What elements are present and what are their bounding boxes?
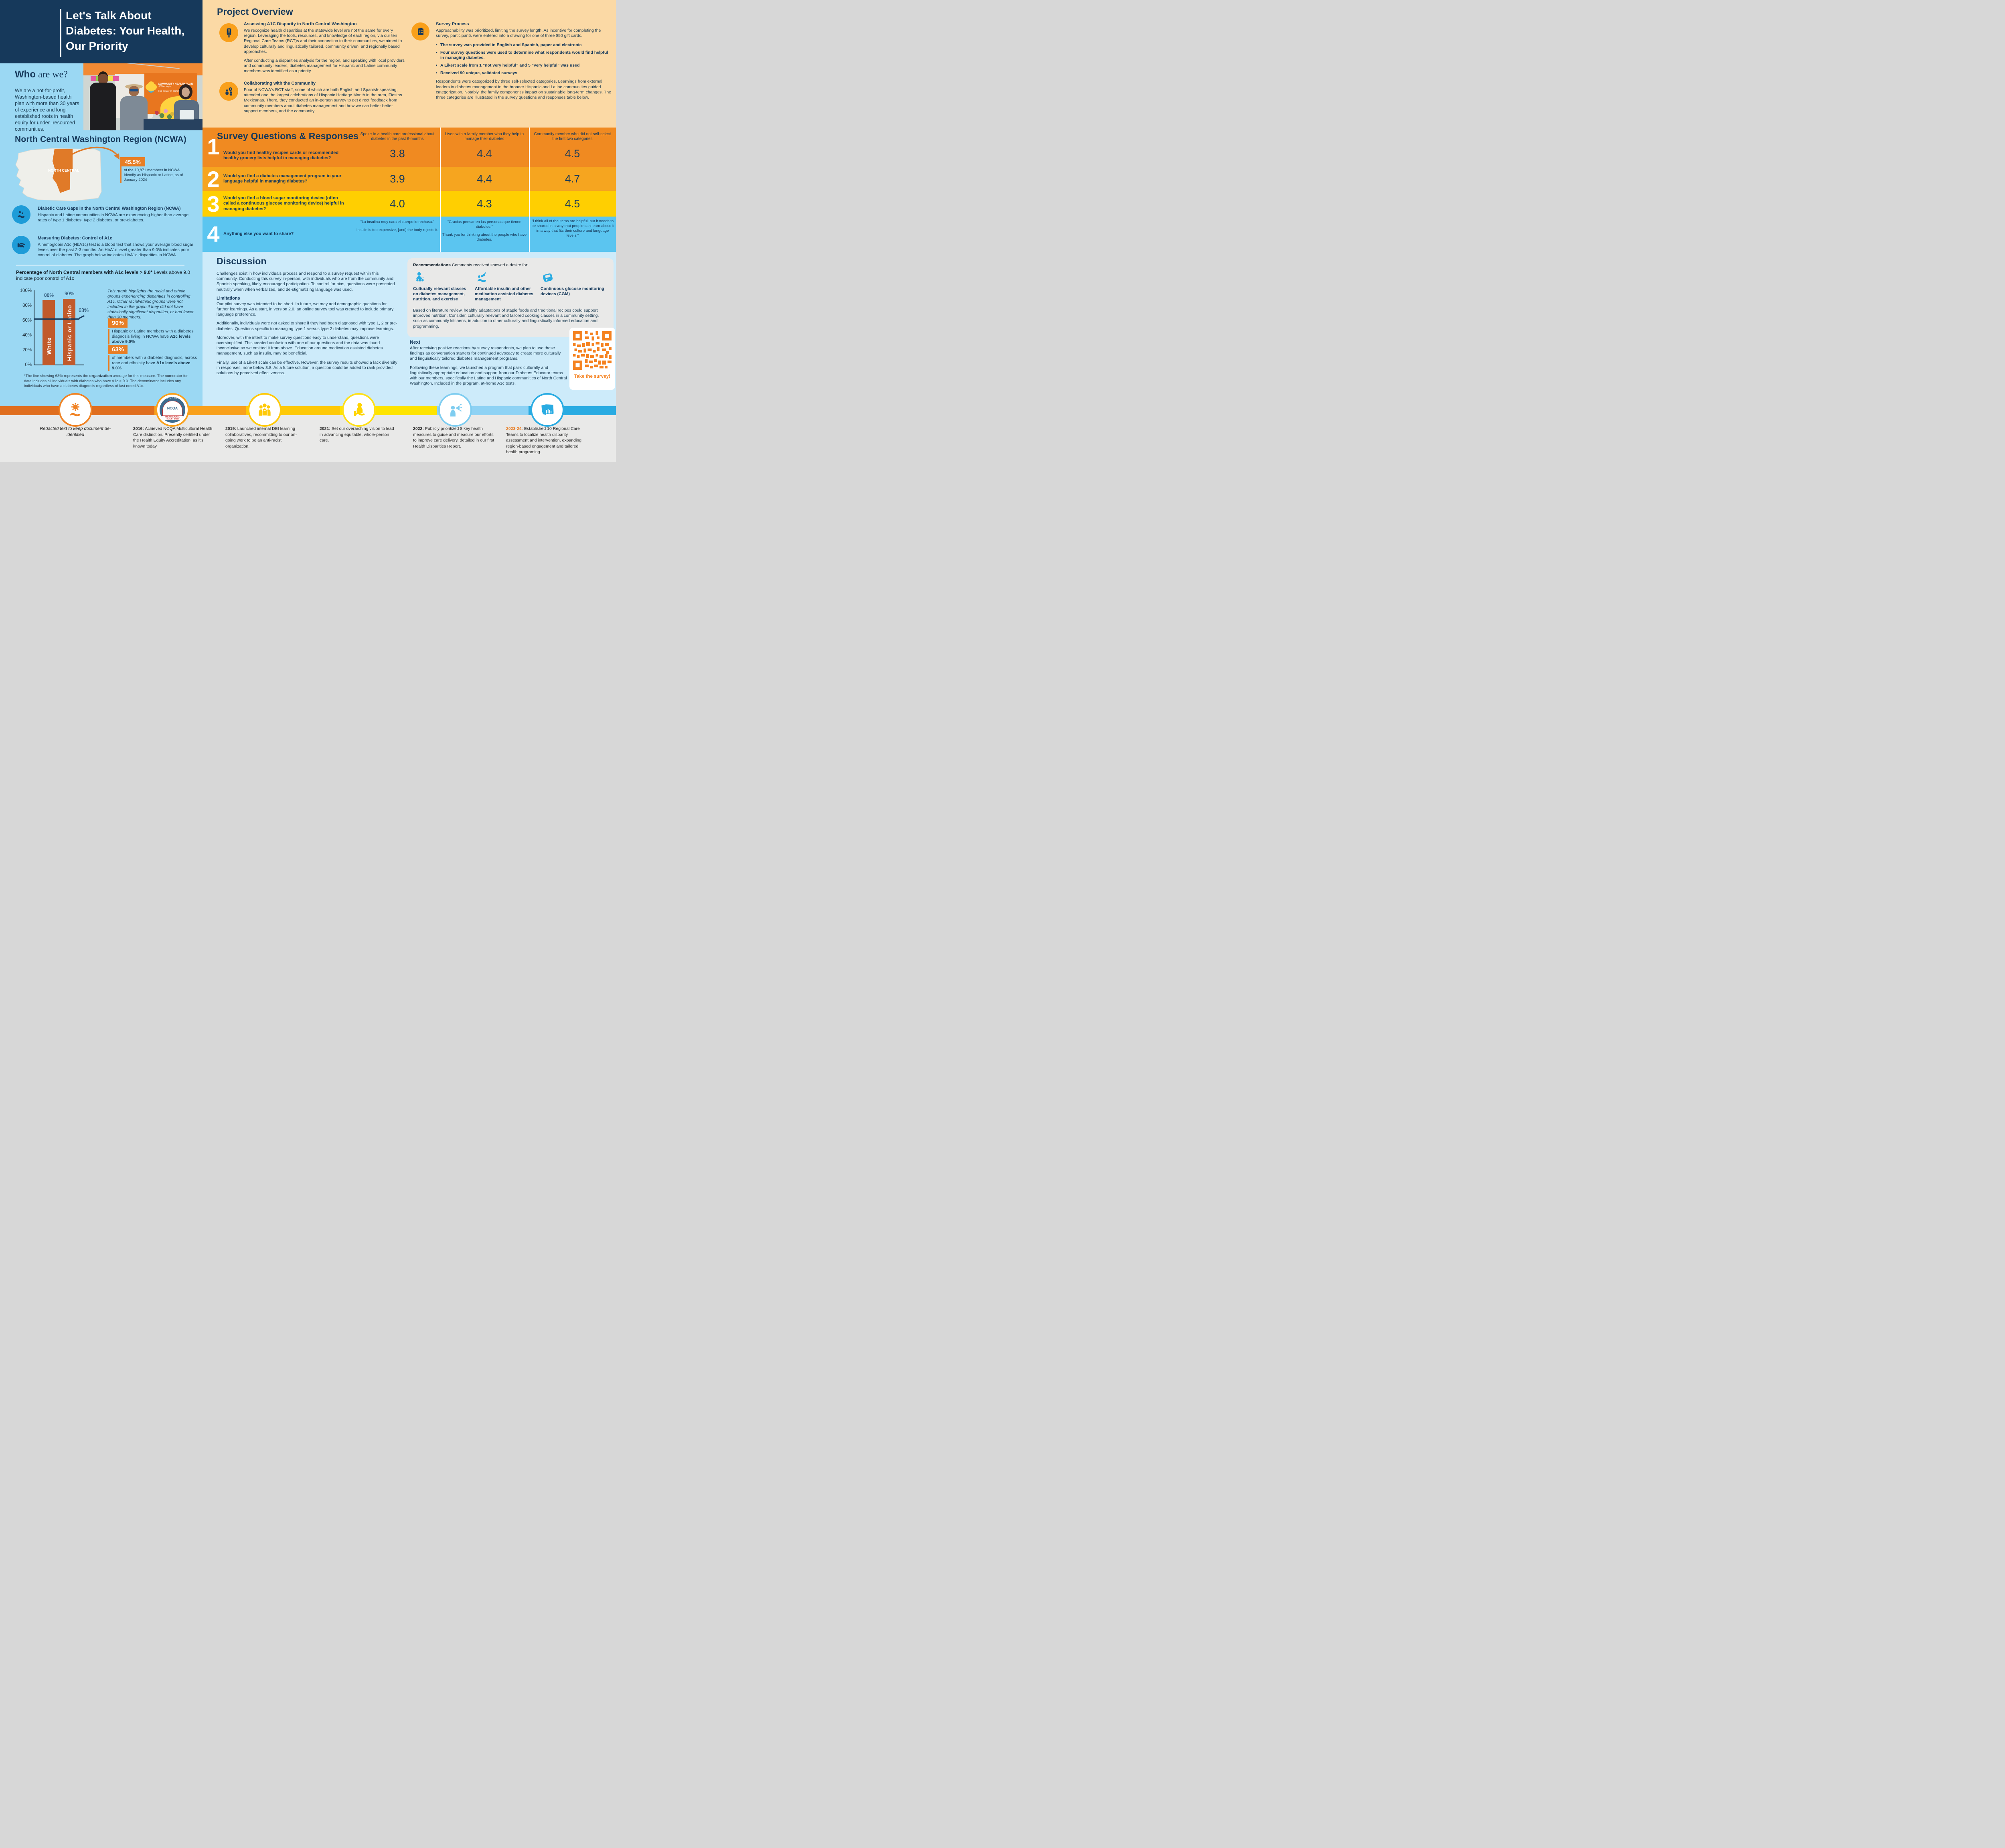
classes-icon <box>413 271 427 287</box>
milestone-circle-2019 <box>248 393 282 427</box>
banner-text: COMMUNITY HEALTH PLAN of Washington The … <box>158 83 193 93</box>
map-arrow <box>67 146 119 160</box>
milestone-circle-2023 <box>531 393 564 427</box>
wa-hand-icon <box>541 404 554 415</box>
photo-bin <box>180 110 194 120</box>
bar-label-white: 88% <box>44 292 54 298</box>
reference-line <box>34 318 79 320</box>
person-2-sunglasses <box>130 89 138 91</box>
overview-collaborating: Collaborating with the Community Four of… <box>244 81 402 113</box>
callout-63-text: of members with a diabetes diagnosis, ac… <box>108 355 201 371</box>
table-row: 1 Would you find healthy recipes cards o… <box>203 128 616 167</box>
table-row: 4 Anything else you want to share? “La i… <box>203 217 616 252</box>
milestone-text: 2022: Publicly prioritized 8 key health … <box>413 426 494 449</box>
hand-sun-icon <box>70 403 81 417</box>
glucose-meter-icon <box>219 23 238 42</box>
next-section: Next After receiving positive reactions … <box>410 339 567 386</box>
table-row: 2 Would you find a diabetes management p… <box>203 167 616 191</box>
discussion-heading: Discussion <box>217 256 267 266</box>
person-1-body <box>90 83 116 130</box>
table-row: 3 Would you find a blood sugar monitorin… <box>203 191 616 217</box>
quote-cell: “I think all of the items are helpful, b… <box>531 219 614 238</box>
qr-card: Take the survey! <box>569 328 615 390</box>
care-gaps-block: Diabetic Care Gaps in the North Central … <box>38 206 189 223</box>
reference-line-kink <box>79 315 85 319</box>
bar-label-hispanic: 90% <box>64 291 75 296</box>
hand-drops-icon <box>12 205 30 224</box>
chart-footnote: *The line showing 63% represents the org… <box>24 374 188 388</box>
bar-hispanic <box>63 298 75 365</box>
insulin-icon <box>475 271 489 287</box>
ncwa-stat-caption: of the 10,871 members in NCWA identify a… <box>120 166 184 183</box>
people-group-icon <box>259 403 271 416</box>
milestone-text: 2016: Achieved NCQA Multicultural Health… <box>133 426 213 449</box>
ncwa-heading: North Central Washington Region (NCWA) <box>15 135 186 144</box>
ncwa-stat-box: 45.5% <box>120 157 145 166</box>
megaphone-person-icon <box>450 403 462 417</box>
bullet-item: Four survey questions were used to deter… <box>436 50 612 61</box>
person-3-face <box>182 87 190 97</box>
cgm-icon <box>541 271 555 287</box>
banner-sun-logo <box>147 83 156 91</box>
qr-cta: Take the survey! <box>574 374 610 379</box>
chart-title: Percentage of North Central members with… <box>16 270 190 281</box>
title-block: Let's Talk About Diabetes: Your Health, … <box>0 0 203 63</box>
survey-table: 1 Would you find healthy recipes cards o… <box>203 128 616 252</box>
discussion-body: Challenges exist in how individuals proc… <box>217 271 397 376</box>
recommendations-box: Recommendations Comments received showed… <box>407 258 614 337</box>
title-divider <box>60 9 61 57</box>
table-heading: Survey Questions & Responses <box>217 131 359 141</box>
milestone-text: 2023-24: Established 10 Regional Care Te… <box>506 426 581 454</box>
survey-process-bullets: The survey was provided in English and S… <box>436 43 612 76</box>
survey-process: Survey Process Approachability was prior… <box>436 22 612 100</box>
who-heading: Who are we? <box>15 69 68 80</box>
bullet-item: The survey was provided in English and S… <box>436 43 612 48</box>
recommendations-paragraph: Based on literature review, healthy adap… <box>413 308 599 329</box>
milestone-text: Redacted text to keep document de-identi… <box>40 426 111 437</box>
svg-text:NORTH CENTRAL: NORTH CENTRAL <box>48 168 79 172</box>
timeline-ribbon <box>0 406 616 415</box>
bottom-gray-band <box>0 415 616 462</box>
milestone-circle-redacted <box>59 393 92 427</box>
callout-90-box: 90% <box>108 318 128 328</box>
quote-cell: “Gracias pensar en las personas que tien… <box>442 220 527 242</box>
page-title: Let's Talk About Diabetes: Your Health, … <box>66 9 185 52</box>
milestone-circle-2021 <box>342 393 376 427</box>
recommendations-label: Recommendations Comments received showed… <box>413 263 529 267</box>
overview-assessing: Assessing A1C Disparity in North Central… <box>244 22 405 74</box>
chart-note: This graph highlights the racial and eth… <box>107 289 194 320</box>
photo-flowers <box>152 108 177 120</box>
overview-heading: Project Overview <box>217 6 293 17</box>
callout-63-box: 63% <box>108 345 128 354</box>
milestone-text: 2019: Launched internal DEI learning col… <box>225 426 297 449</box>
milestone-text: 2021: Set our overarching vision to lead… <box>320 426 394 443</box>
milestone-circle-2016: DISTINCTION NCQA MULTICULTURAL HEALTH CA… <box>156 393 189 427</box>
a1c-test-icon <box>12 236 30 254</box>
bar-white <box>43 300 55 365</box>
photo: COMMUNITY HEALTH PLAN of Washington The … <box>83 63 203 130</box>
who-section: Who are we? We are a not-for-profit, Was… <box>15 69 82 132</box>
column-divider <box>529 128 530 252</box>
community-chat-icon <box>219 82 238 101</box>
ncqa-badge: DISTINCTION NCQA MULTICULTURAL HEALTH CA… <box>160 397 185 423</box>
project-overview: Project Overview Assessing A1C Disparity… <box>203 0 616 128</box>
reference-line-label: 63% <box>79 308 89 313</box>
measuring-block: Measuring Diabetes: Control of A1c A hem… <box>38 236 194 258</box>
milestone-circle-2022 <box>438 393 472 427</box>
wa-state-map: NORTH CENTRAL <box>15 148 102 201</box>
column-divider <box>440 128 441 252</box>
person-care-icon <box>354 403 365 416</box>
clipboard-icon <box>411 22 429 41</box>
bullet-item: Received 90 unique, validated surveys <box>436 71 612 76</box>
poster: Let's Talk About Diabetes: Your Health, … <box>0 0 616 462</box>
callout-90-text: Hispanic or Latine members with a diabet… <box>108 329 201 344</box>
person-2-body <box>120 96 148 130</box>
bullet-item: A Likert scale from 1 “not very helpful”… <box>436 63 612 68</box>
quote-cell: “La insulina muy cara el cuerpo lo recha… <box>356 220 439 232</box>
who-body: We are a not-for-profit, Washington-base… <box>15 88 79 132</box>
qr-code <box>573 331 612 370</box>
photo-table <box>144 119 203 130</box>
